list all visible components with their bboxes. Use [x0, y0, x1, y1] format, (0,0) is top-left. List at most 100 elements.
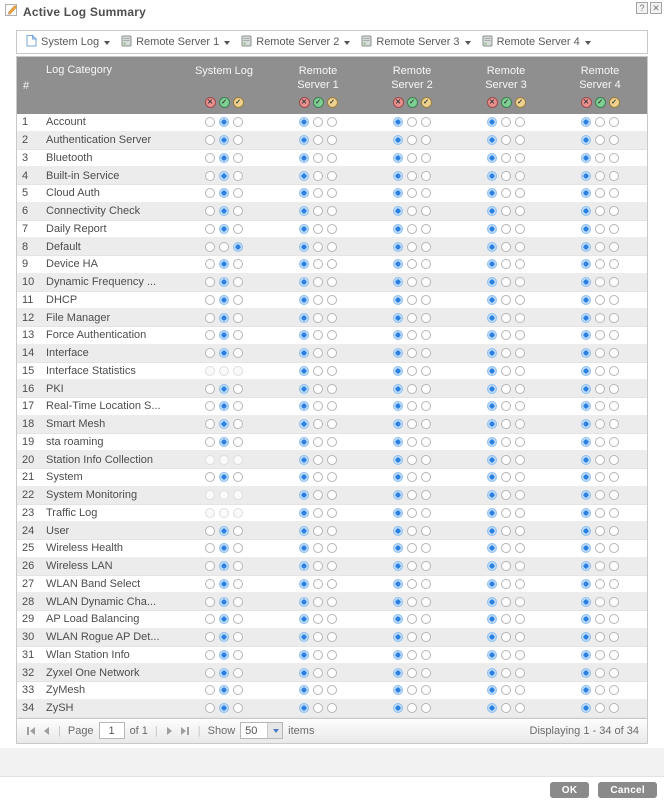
remote-server-1-radio-enable[interactable]	[313, 223, 323, 234]
remote-server-3-radio-debug[interactable]	[515, 614, 525, 625]
remote-server-3-radio-enable[interactable]	[501, 525, 511, 536]
remote-server-4-radio-enable[interactable]	[595, 561, 605, 572]
remote-server-2-radio-debug[interactable]	[421, 206, 431, 217]
system-log-radio-disable[interactable]	[205, 667, 215, 678]
remote-server-2-radio-disable[interactable]	[393, 312, 403, 323]
remote-server-1-radio-debug[interactable]	[327, 383, 337, 394]
remote-server-1-radio-disable[interactable]	[299, 223, 309, 234]
remote-server-3-radio-disable[interactable]	[487, 685, 497, 696]
remote-server-3-radio-disable[interactable]	[487, 383, 497, 394]
system-log-radio-disable[interactable]	[205, 241, 215, 252]
close-icon[interactable]: ✕	[650, 2, 662, 14]
system-log-radio-disable[interactable]	[205, 277, 215, 288]
remote-server-2-radio-enable[interactable]	[407, 614, 417, 625]
last-page-icon[interactable]	[179, 726, 191, 735]
remote-server-1-radio-enable[interactable]	[313, 241, 323, 252]
remote-server-2-radio-debug[interactable]	[421, 525, 431, 536]
remote-server-4-radio-enable[interactable]	[595, 348, 605, 359]
remote-server-2-radio-disable[interactable]	[393, 525, 403, 536]
system-log-radio-enable[interactable]	[219, 543, 229, 554]
remote-server-1-radio-enable[interactable]	[313, 525, 323, 536]
remote-server-4-radio-enable[interactable]	[595, 259, 605, 270]
disable-all-icon[interactable]: ✕	[392, 97, 404, 108]
remote-server-4-radio-enable[interactable]	[595, 383, 605, 394]
debug-all-icon[interactable]: ✓	[326, 97, 338, 108]
system-log-radio-debug[interactable]	[233, 667, 243, 678]
system-log-radio-disable[interactable]	[205, 436, 215, 447]
remote-server-2-radio-debug[interactable]	[421, 330, 431, 341]
remote-server-2-radio-debug[interactable]	[421, 401, 431, 412]
remote-server-1-radio-debug[interactable]	[327, 561, 337, 572]
remote-server-2-radio-debug[interactable]	[421, 383, 431, 394]
remote-server-2-radio-enable[interactable]	[407, 419, 417, 430]
remote-server-4-radio-debug[interactable]	[609, 188, 619, 199]
remote-server-4-radio-debug[interactable]	[609, 206, 619, 217]
system-log-radio-disable[interactable]	[205, 206, 215, 217]
remote-server-1-radio-disable[interactable]	[299, 348, 309, 359]
remote-server-4-radio-enable[interactable]	[595, 152, 605, 163]
remote-server-1-radio-disable[interactable]	[299, 188, 309, 199]
system-log-radio-debug[interactable]	[233, 223, 243, 234]
remote-server-1-radio-disable[interactable]	[299, 277, 309, 288]
remote-server-4-radio-enable[interactable]	[595, 685, 605, 696]
remote-server-1-radio-debug[interactable]	[327, 312, 337, 323]
system-log-radio-debug[interactable]	[233, 152, 243, 163]
remote-server-2-radio-disable[interactable]	[393, 703, 403, 714]
remote-server-3-radio-disable[interactable]	[487, 596, 497, 607]
remote-server-2-radio-disable[interactable]	[393, 117, 403, 128]
remote-server-2-radio-disable[interactable]	[393, 294, 403, 305]
remote-server-2-radio-disable[interactable]	[393, 135, 403, 146]
remote-server-4-radio-debug[interactable]	[609, 472, 619, 483]
remote-server-2-radio-disable[interactable]	[393, 436, 403, 447]
remote-server-4-radio-enable[interactable]	[595, 277, 605, 288]
remote-server-2-radio-enable[interactable]	[407, 383, 417, 394]
remote-server-2-radio-disable[interactable]	[393, 632, 403, 643]
disable-all-icon[interactable]: ✕	[580, 97, 592, 108]
remote-server-4-radio-disable[interactable]	[581, 330, 591, 341]
remote-server-3-radio-enable[interactable]	[501, 703, 511, 714]
remote-server-3-radio-enable[interactable]	[501, 685, 511, 696]
remote-server-1-radio-debug[interactable]	[327, 277, 337, 288]
remote-server-2-radio-disable[interactable]	[393, 188, 403, 199]
system-log-radio-disable[interactable]	[205, 632, 215, 643]
remote-server-1-radio-enable[interactable]	[313, 348, 323, 359]
remote-server-4-radio-disable[interactable]	[581, 649, 591, 660]
remote-server-4-radio-disable[interactable]	[581, 365, 591, 376]
remote-server-4-radio-enable[interactable]	[595, 454, 605, 465]
chevron-down-icon[interactable]	[267, 723, 283, 738]
remote-server-3-radio-enable[interactable]	[501, 223, 511, 234]
remote-server-1-radio-debug[interactable]	[327, 401, 337, 412]
remote-server-4-radio-disable[interactable]	[581, 490, 591, 501]
remote-server-1-radio-disable[interactable]	[299, 596, 309, 607]
remote-server-4-radio-debug[interactable]	[609, 152, 619, 163]
remote-server-3-radio-enable[interactable]	[501, 348, 511, 359]
remote-server-3-radio-debug[interactable]	[515, 135, 525, 146]
remote-server-3-radio-enable[interactable]	[501, 632, 511, 643]
remote-server-2-radio-enable[interactable]	[407, 277, 417, 288]
remote-server-2-radio-enable[interactable]	[407, 703, 417, 714]
remote-server-1-radio-debug[interactable]	[327, 454, 337, 465]
remote-server-1-radio-disable[interactable]	[299, 419, 309, 430]
remote-server-1-radio-debug[interactable]	[327, 436, 337, 447]
remote-server-2-radio-enable[interactable]	[407, 241, 417, 252]
remote-server-1-menu-button[interactable]: Remote Server 1	[117, 33, 237, 52]
show-items-select[interactable]: 50	[240, 722, 284, 739]
remote-server-1-radio-enable[interactable]	[313, 454, 323, 465]
remote-server-3-radio-enable[interactable]	[501, 454, 511, 465]
remote-server-4-radio-disable[interactable]	[581, 206, 591, 217]
enable-all-icon[interactable]: ✓	[218, 97, 230, 108]
remote-server-4-radio-debug[interactable]	[609, 703, 619, 714]
remote-server-2-radio-debug[interactable]	[421, 259, 431, 270]
system-log-radio-debug[interactable]	[233, 649, 243, 660]
remote-server-4-radio-enable[interactable]	[595, 312, 605, 323]
system-log-radio-disable[interactable]	[205, 525, 215, 536]
remote-server-1-radio-debug[interactable]	[327, 703, 337, 714]
remote-server-2-radio-enable[interactable]	[407, 401, 417, 412]
remote-server-4-radio-debug[interactable]	[609, 348, 619, 359]
remote-server-2-radio-disable[interactable]	[393, 277, 403, 288]
system-log-radio-disable[interactable]	[205, 170, 215, 181]
remote-server-1-radio-enable[interactable]	[313, 419, 323, 430]
remote-server-1-radio-enable[interactable]	[313, 135, 323, 146]
remote-server-2-radio-enable[interactable]	[407, 578, 417, 589]
system-log-radio-disable[interactable]	[205, 578, 215, 589]
